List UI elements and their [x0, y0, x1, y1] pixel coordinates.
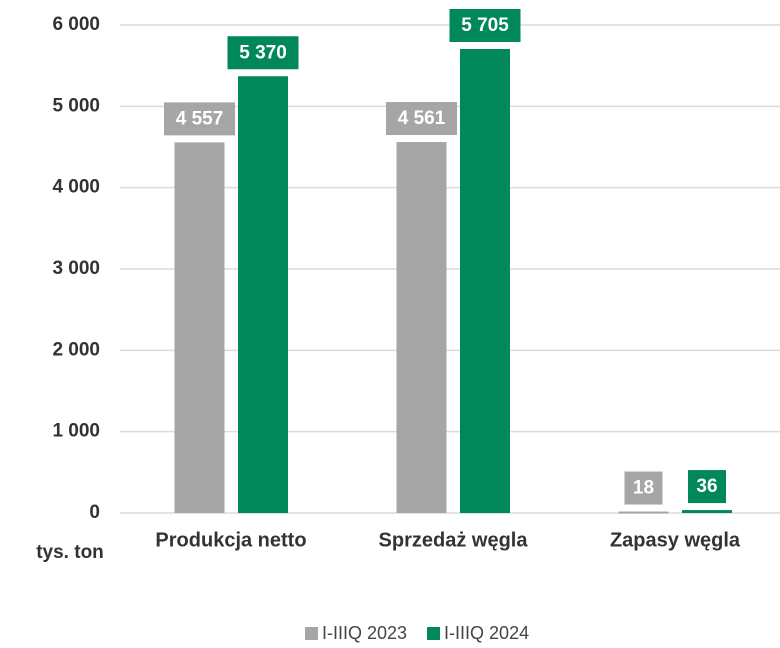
value-label: 4 557: [176, 108, 224, 129]
legend-swatch: [305, 627, 318, 640]
x-tick-label: Zapasy węgla: [610, 529, 741, 551]
y-tick-label: 1 000: [52, 421, 100, 442]
value-label: 5 705: [461, 15, 509, 36]
value-label-box: [164, 102, 235, 136]
x-tick-label: Sprzedaż węgla: [379, 529, 529, 551]
bar: [460, 48, 510, 513]
value-label: 18: [633, 478, 654, 499]
y-axis-label: tys. ton: [36, 542, 104, 563]
bar: [682, 510, 732, 513]
bar: [396, 142, 447, 513]
y-tick-label: 6 000: [52, 14, 100, 35]
value-label: 5 370: [239, 42, 287, 63]
y-tick-label: 0: [89, 502, 100, 523]
value-label-box: [386, 102, 457, 136]
bar: [618, 511, 669, 514]
x-tick-label: Produkcja netto: [155, 529, 306, 551]
y-tick-label: 5 000: [52, 95, 100, 116]
value-label-box: [227, 36, 299, 70]
value-label-box: [688, 470, 726, 504]
legend-label: I-IIIQ 2023: [322, 623, 407, 643]
bar: [174, 142, 225, 513]
value-label-box: [624, 471, 663, 505]
y-tick-label: 3 000: [52, 258, 100, 279]
legend-swatch: [427, 627, 441, 640]
y-tick-label: 2 000: [52, 339, 100, 360]
y-tick-label: 4 000: [52, 177, 100, 198]
value-label: 4 561: [398, 108, 446, 129]
bar: [238, 76, 288, 514]
legend-label: I-IIIQ 2024: [444, 623, 529, 643]
value-label: 36: [696, 476, 717, 497]
value-label-box: [449, 8, 521, 42]
